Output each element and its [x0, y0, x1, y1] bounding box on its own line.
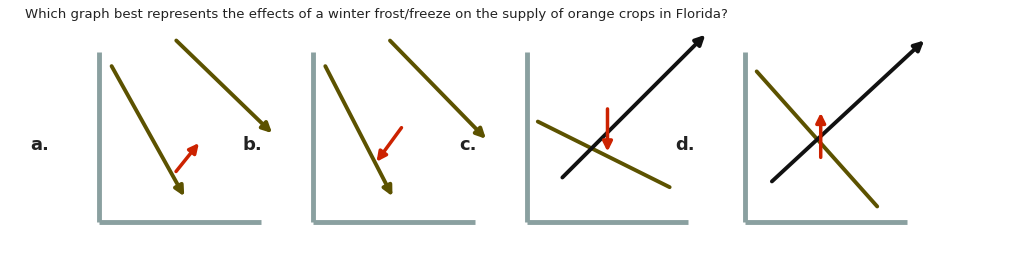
Text: c.: c.	[459, 136, 476, 154]
Text: b.: b.	[243, 136, 263, 154]
Text: a.: a.	[30, 136, 49, 154]
Text: d.: d.	[676, 136, 695, 154]
Text: Which graph best represents the effects of a winter frost/freeze on the supply o: Which graph best represents the effects …	[25, 8, 728, 21]
